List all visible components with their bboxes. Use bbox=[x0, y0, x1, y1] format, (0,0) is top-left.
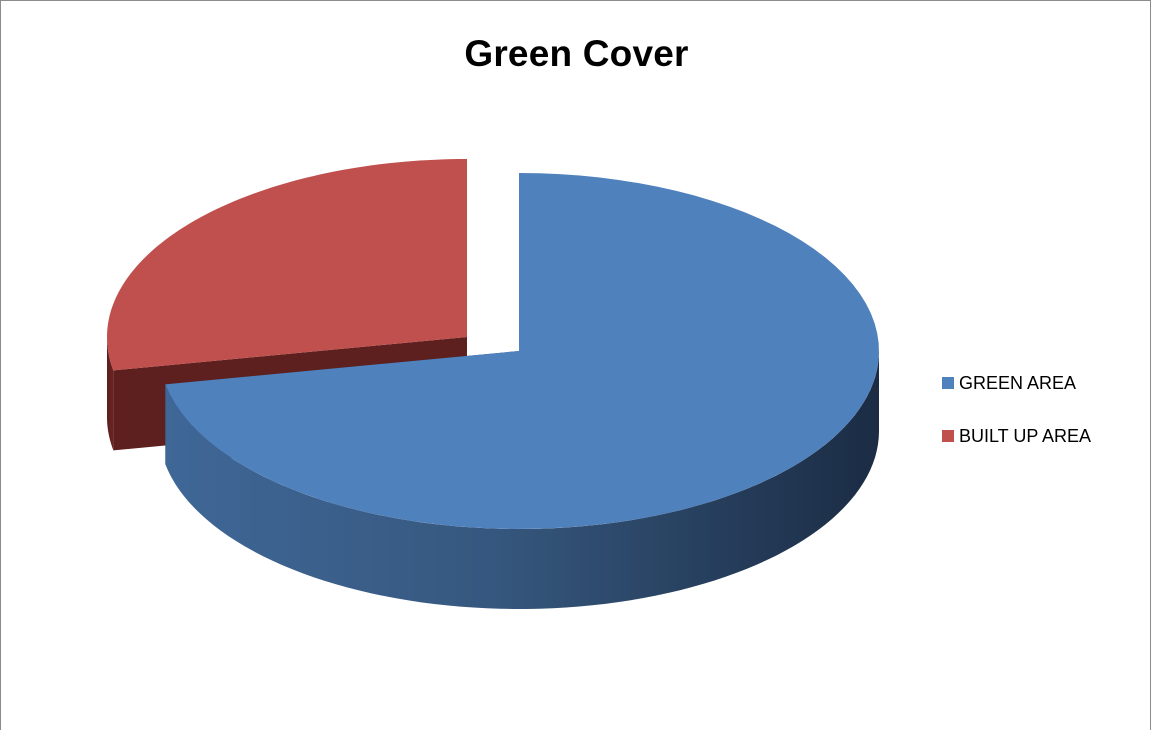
slice-green-area bbox=[165, 173, 879, 609]
chart-title: Green Cover bbox=[464, 33, 689, 74]
slice-built-up-area-side bbox=[107, 337, 114, 451]
legend-label-green-area: GREEN AREA bbox=[959, 372, 1077, 393]
legend-swatch-green-area bbox=[942, 377, 954, 389]
legend-swatch-built-up-area bbox=[942, 430, 954, 442]
legend-label-built-up-area: BUILT UP AREA bbox=[959, 425, 1092, 446]
legend: GREEN AREA BUILT UP AREA bbox=[942, 371, 1091, 477]
legend-item-green-area: GREEN AREA bbox=[942, 371, 1091, 395]
legend-item-built-up-area: BUILT UP AREA bbox=[942, 424, 1091, 448]
slice-built-up-area-top bbox=[107, 159, 468, 371]
slice-green-area-side bbox=[165, 351, 879, 609]
slice-green-area-top bbox=[165, 173, 879, 529]
